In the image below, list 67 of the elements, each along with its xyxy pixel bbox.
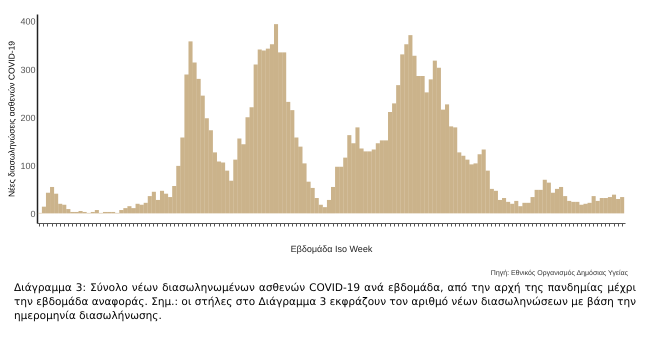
x-axis-title: Εβδομάδα Iso Week bbox=[290, 244, 373, 254]
bar bbox=[262, 50, 266, 214]
bar bbox=[164, 194, 168, 214]
bar bbox=[571, 202, 576, 214]
bar bbox=[600, 198, 604, 214]
bar bbox=[160, 190, 164, 214]
bar bbox=[608, 197, 612, 214]
bar bbox=[188, 41, 193, 214]
bar bbox=[131, 208, 136, 214]
bar bbox=[510, 204, 514, 214]
bar bbox=[50, 186, 54, 214]
bar bbox=[592, 196, 596, 214]
bar bbox=[368, 151, 372, 214]
bar bbox=[347, 135, 352, 214]
bar bbox=[123, 208, 128, 214]
bar bbox=[408, 35, 412, 214]
bar bbox=[554, 188, 560, 214]
bar bbox=[119, 210, 124, 214]
bar bbox=[465, 160, 470, 214]
bar bbox=[620, 197, 624, 214]
y-tick-label: 300 bbox=[20, 64, 36, 75]
bar bbox=[506, 202, 510, 214]
bar bbox=[420, 76, 425, 214]
bar bbox=[221, 162, 226, 214]
bar bbox=[148, 196, 152, 214]
bar bbox=[546, 182, 551, 214]
bar bbox=[575, 202, 580, 214]
bar bbox=[274, 24, 278, 214]
bar bbox=[152, 192, 156, 214]
bar bbox=[502, 198, 506, 214]
bar bbox=[136, 204, 140, 214]
bar bbox=[364, 151, 368, 214]
bar bbox=[432, 60, 437, 214]
bar bbox=[258, 50, 262, 214]
bar bbox=[140, 204, 144, 214]
bar bbox=[461, 156, 466, 214]
bar bbox=[335, 166, 340, 214]
bar bbox=[94, 210, 99, 214]
bar bbox=[534, 190, 539, 214]
bar bbox=[514, 200, 518, 214]
bar bbox=[522, 202, 526, 214]
y-tick-label: 400 bbox=[20, 16, 36, 27]
bar bbox=[612, 194, 616, 214]
bar bbox=[380, 140, 384, 214]
bar bbox=[542, 180, 547, 214]
bar bbox=[604, 198, 608, 214]
bar bbox=[445, 104, 450, 214]
y-tick-label: 200 bbox=[20, 112, 36, 123]
y-tick-label: 0 bbox=[30, 208, 36, 219]
bar bbox=[266, 48, 270, 214]
bar bbox=[78, 210, 83, 214]
bar bbox=[453, 127, 458, 214]
bar bbox=[494, 190, 498, 214]
text: Διάγραμμα 3: Σύνολο νέων διασωληνωμένων ασθενών COVID-19 ανά εβδομάδα, από την αρχή της πανδημίας μέχρι την εβδομάδα αναφοράς. Σημ.: οι στήλες στο Διάγραμμα 3 εκφράζουν τον αριθμό νέων διασωληνώσεων με βάση την ημερομηνία διασωλήνωσης. bbox=[14, 281, 636, 323]
bar bbox=[579, 204, 584, 214]
y-axis-title: Νέες διασωληνώσεις ασθενών COVID-19 bbox=[6, 40, 16, 198]
bar bbox=[482, 149, 486, 214]
bar bbox=[583, 204, 588, 214]
bar bbox=[127, 206, 132, 214]
y-tick-label: 100 bbox=[20, 160, 36, 171]
bar bbox=[355, 127, 360, 214]
bar bbox=[237, 138, 242, 214]
bar bbox=[559, 186, 564, 214]
bar bbox=[376, 143, 380, 214]
bar bbox=[616, 198, 620, 214]
bar bbox=[62, 204, 66, 214]
bar bbox=[282, 52, 286, 214]
